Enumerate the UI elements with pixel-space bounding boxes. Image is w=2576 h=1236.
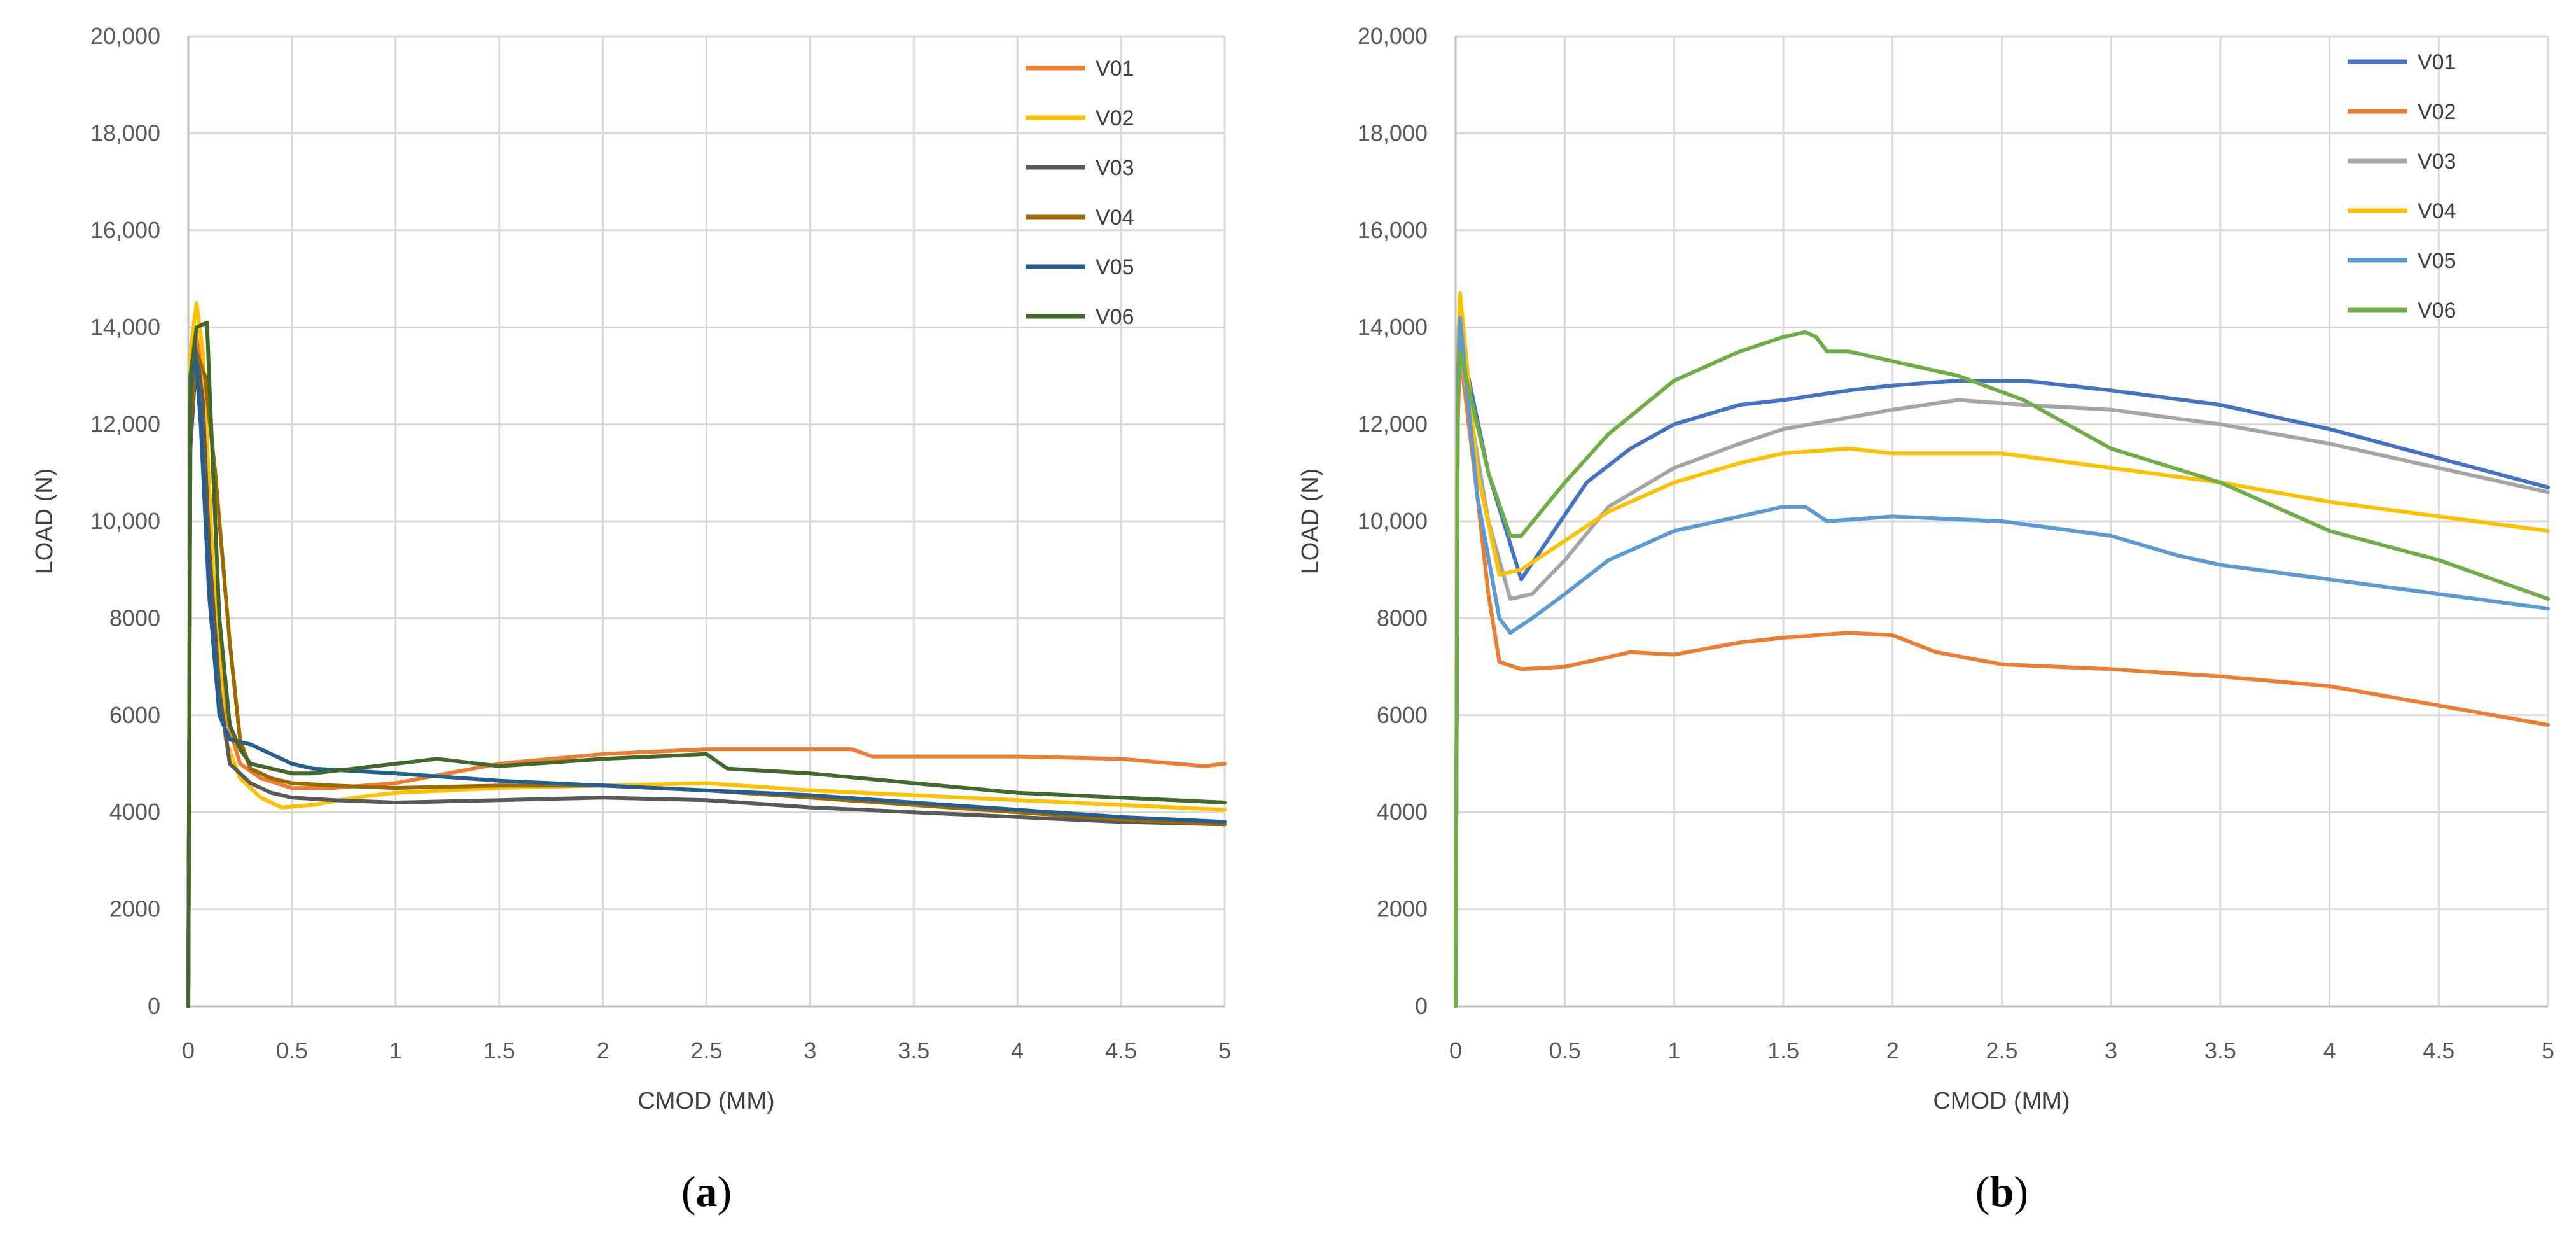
- x-tick-label: 3.5: [898, 1037, 929, 1064]
- legend: V01 V02 V03 V04 V05 V06: [2348, 50, 2456, 323]
- legend-label: V05: [2418, 249, 2456, 273]
- x-tick-label: 1.5: [484, 1037, 515, 1064]
- y-axis-title: LOAD (N): [31, 468, 58, 575]
- y-tick-label: 16,000: [90, 217, 160, 243]
- y-tick-label: 10,000: [1358, 508, 1428, 534]
- panel-label: (a): [681, 1167, 732, 1216]
- panel-letter: a: [696, 1167, 718, 1216]
- y-tick-label: 14,000: [90, 314, 160, 340]
- x-tick-label: 0: [182, 1037, 195, 1064]
- y-tick-label: 18,000: [1358, 120, 1428, 146]
- legend-label: V04: [2418, 199, 2456, 223]
- series-line-v06: [186, 320, 1227, 1008]
- legend-label: V02: [2418, 100, 2456, 124]
- x-tick-label: 4.5: [2423, 1037, 2454, 1064]
- x-tick-label: 3.5: [2204, 1037, 2236, 1064]
- x-tick-label: 2: [1886, 1037, 1899, 1064]
- x-tick-label: 5: [2542, 1037, 2554, 1064]
- legend-label: V02: [1096, 106, 1134, 130]
- legend-label: V04: [1096, 206, 1134, 230]
- series-line-v02: [1454, 349, 2550, 1008]
- legend-label: V03: [1096, 156, 1134, 180]
- legend-label: V03: [2418, 150, 2456, 174]
- y-tick-label: 20,000: [90, 23, 160, 49]
- legend-label: V05: [1096, 255, 1134, 279]
- series-line-v04: [186, 349, 1227, 1008]
- series-line-v03: [186, 349, 1227, 1008]
- y-tick-label: 14,000: [1358, 314, 1428, 340]
- x-tick-label: 4.5: [1105, 1037, 1137, 1064]
- y-tick-label: 10,000: [90, 508, 160, 534]
- y-tick-label: 16,000: [1358, 217, 1428, 243]
- y-tick-label: 6000: [1377, 702, 1428, 728]
- y-tick-label: 4000: [1377, 799, 1428, 825]
- y-tick-label: 12,000: [90, 411, 160, 437]
- x-tick-label: 3: [804, 1037, 816, 1064]
- y-tick-label: 20,000: [1358, 23, 1428, 49]
- x-tick-label: 2.5: [690, 1037, 722, 1064]
- x-axis-title: CMOD (MM): [1933, 1088, 2070, 1114]
- y-tick-label: 2000: [1377, 896, 1428, 922]
- x-tick-label: 0.5: [1549, 1037, 1581, 1064]
- y-tick-label: 18,000: [90, 120, 160, 146]
- y-tick-label: 8000: [109, 605, 160, 631]
- chart-panel-a: 0 2000 4000 6000 8000 10,000 12,000 14,000 16,00…: [31, 23, 1231, 1216]
- x-tick-label: 1: [1667, 1037, 1680, 1064]
- y-tick-label: 0: [1415, 993, 1428, 1019]
- y-tick-label: 6000: [109, 702, 160, 728]
- panel-letter: b: [1990, 1167, 2014, 1216]
- y-tick-label: 4000: [109, 799, 160, 825]
- x-tick-label: 0.5: [276, 1037, 308, 1064]
- series-line-v06: [1454, 330, 2550, 1008]
- legend-label: V01: [2418, 50, 2456, 74]
- x-tick-label: 0: [1449, 1037, 1462, 1064]
- x-tick-label: 3: [2105, 1037, 2117, 1064]
- x-tick-label: 1: [389, 1037, 402, 1064]
- x-tick-label: 2.5: [1986, 1037, 2017, 1064]
- y-tick-label: 0: [148, 993, 160, 1019]
- y-axis-title: LOAD (N): [1297, 468, 1324, 575]
- panel-label: (b): [1975, 1167, 2028, 1216]
- y-tick-label: 8000: [1377, 605, 1428, 631]
- legend-label: V06: [1096, 305, 1134, 329]
- x-tick-label: 4: [2323, 1037, 2336, 1064]
- legend-label: V06: [2418, 298, 2456, 323]
- x-tick-label: 1.5: [1767, 1037, 1799, 1064]
- y-tick-label: 12,000: [1358, 411, 1428, 437]
- chart-panel-b: 0 2000 4000 6000 8000 10,000 12,000 14,000 16,00…: [1297, 23, 2554, 1216]
- series-line-v05: [186, 340, 1227, 1008]
- x-tick-label: 5: [1218, 1037, 1231, 1064]
- x-tick-label: 2: [597, 1037, 609, 1064]
- legend: V01 V02 V03 V04 V05 V06: [1026, 57, 1134, 329]
- y-tick-label: 2000: [109, 896, 160, 922]
- series-line-v05: [1454, 316, 2550, 1008]
- legend-label: V01: [1096, 57, 1134, 81]
- x-axis-title: CMOD (MM): [637, 1088, 774, 1114]
- x-tick-label: 4: [1011, 1037, 1024, 1064]
